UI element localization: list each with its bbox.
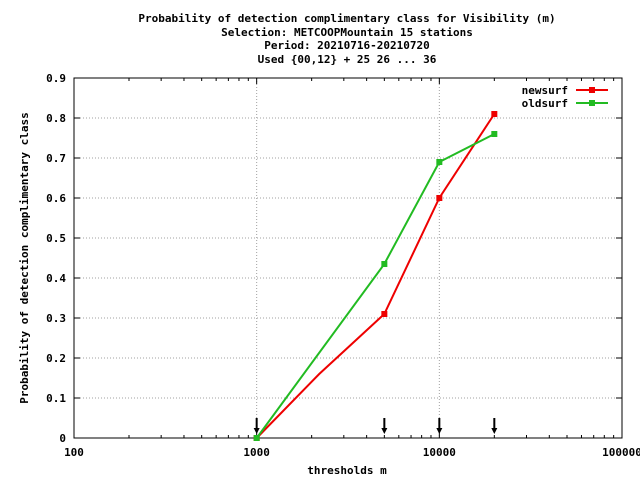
plot-frame [73, 77, 623, 439]
title-line-4: Used {00,12} + 25 26 ... 36 [258, 53, 437, 66]
data-point-newsurf [381, 311, 388, 317]
grid [74, 78, 622, 438]
legend-marker-oldsurf [589, 100, 595, 106]
threshold-arrows [253, 418, 498, 434]
y-tick-label: 0.9 [46, 72, 66, 85]
x-tick-label: 1000 [243, 446, 270, 459]
y-axis-label: Probability of detection complimentary c… [18, 112, 31, 403]
legend-label-oldsurf: oldsurf [522, 97, 568, 110]
y-tick-label: 0.6 [46, 192, 66, 205]
title-line-3: Period: 20210716-20210720 [264, 39, 430, 52]
data-point-oldsurf [436, 159, 443, 165]
chart-title: Probability of detection complimentary c… [138, 12, 555, 66]
series-lines [253, 111, 498, 441]
y-tick-label: 0 [59, 432, 66, 445]
x-axis-label: thresholds m [307, 464, 387, 477]
threshold-arrowhead [436, 428, 443, 434]
y-tick-label: 0.7 [46, 152, 66, 165]
x-tick-label: 100000 [602, 446, 640, 459]
threshold-arrowhead [253, 428, 260, 434]
title-line-2: Selection: METCOOPMountain 15 stations [221, 26, 473, 39]
threshold-arrowhead [381, 428, 388, 434]
y-tick-label: 0.4 [46, 272, 66, 285]
data-point-oldsurf [491, 131, 498, 137]
data-point-oldsurf [381, 261, 388, 267]
data-point-newsurf [491, 111, 498, 117]
y-tick-label: 0.1 [46, 392, 66, 405]
ticks: 0 0.1 0.2 0.3 0.4 0.5 0.6 0.7 0.8 0.9 100 1000 10000… [46, 72, 640, 459]
axes [73, 77, 623, 439]
x-tick-label: 10000 [423, 446, 456, 459]
threshold-arrowhead [491, 428, 498, 434]
y-tick-label: 0.5 [46, 232, 66, 245]
x-tick-label: 100 [64, 446, 84, 459]
y-tick-label: 0.8 [46, 112, 66, 125]
y-tick-label: 0.3 [46, 312, 66, 325]
data-point-oldsurf [253, 435, 260, 441]
legend-label-newsurf: newsurf [522, 84, 568, 97]
series-line-oldsurf [255, 133, 495, 439]
data-point-newsurf [436, 195, 443, 201]
legend-marker-newsurf [589, 87, 595, 93]
y-tick-label: 0.2 [46, 352, 66, 365]
title-line-1: Probability of detection complimentary c… [138, 12, 555, 25]
